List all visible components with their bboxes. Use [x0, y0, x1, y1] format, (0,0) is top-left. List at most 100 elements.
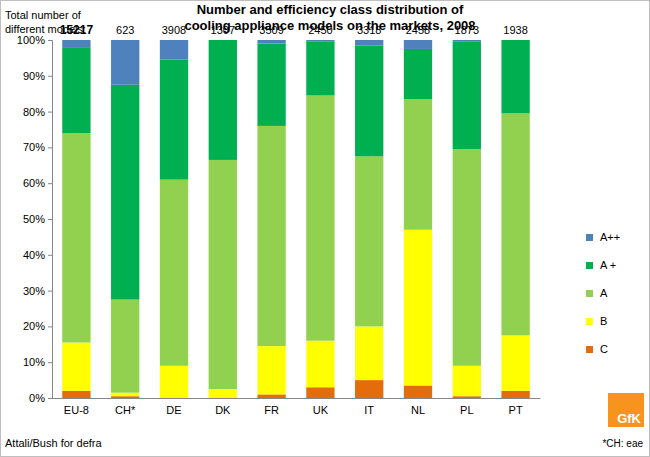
legend-label: A — [600, 287, 608, 299]
bar-segment — [62, 343, 90, 391]
bar-segment — [306, 341, 334, 388]
legend-label: A++ — [600, 231, 620, 243]
tick-label: 70% — [23, 141, 45, 153]
tick-mark — [48, 326, 52, 327]
bar-segment — [306, 40, 334, 42]
tick-label: 80% — [23, 106, 45, 118]
bar-segment — [404, 49, 432, 99]
bar-segment — [257, 40, 285, 44]
bar-segment — [355, 326, 383, 380]
bar-segment — [355, 156, 383, 326]
total-label: 3318 — [357, 24, 381, 36]
legend-label: C — [600, 343, 608, 355]
tick: 40% — [23, 249, 52, 261]
tick-label: 30% — [23, 285, 45, 297]
legend-swatch — [586, 290, 593, 297]
tick: 0% — [29, 392, 52, 404]
bar-segment — [453, 149, 481, 366]
total-label: 1938 — [503, 24, 527, 36]
tick-label: 20% — [23, 320, 45, 332]
bar-segment — [306, 387, 334, 398]
title-line: Number and efficiency class distribution… — [197, 2, 464, 17]
x-axis: EU-8 CH* DE DK FR UK IT NL PL PT — [53, 398, 541, 416]
bar-segment — [62, 133, 90, 342]
bar-segment — [160, 40, 188, 60]
bar-segment — [453, 42, 481, 149]
tick-mark — [48, 112, 52, 113]
tick: 30% — [23, 285, 52, 297]
bar-segment — [257, 126, 285, 346]
chart: Number and efficiency class distribution… — [0, 0, 650, 457]
total-label: 623 — [116, 24, 134, 36]
bar-segment — [160, 60, 188, 180]
legend-label: A + — [600, 259, 616, 271]
bar-segment — [257, 394, 285, 398]
logo: GfK — [617, 411, 641, 426]
bar-segment — [209, 389, 237, 398]
tick-label: IT — [364, 404, 374, 416]
tick-label: DK — [215, 404, 231, 416]
bar-segment — [111, 396, 139, 398]
legend: A++ A + A B C — [586, 231, 620, 355]
total-label: 3908 — [162, 24, 186, 36]
total-label: 1307 — [211, 24, 235, 36]
legend-swatch — [586, 234, 593, 241]
bar-segment — [257, 44, 285, 126]
y-axis: 0%10%20%30%40%50%60%70%80%90%100% — [17, 34, 53, 404]
bar-segment — [404, 40, 432, 49]
legend-swatch — [586, 262, 593, 269]
tick: 90% — [23, 70, 52, 82]
tick-mark — [48, 183, 52, 184]
tick: 70% — [23, 141, 52, 153]
tick-label: 10% — [23, 356, 45, 368]
frame — [1, 1, 650, 457]
tick-mark — [48, 40, 52, 41]
total-label: 2458 — [406, 24, 430, 36]
bar-segment — [306, 95, 334, 340]
total-label: 3509 — [259, 24, 283, 36]
tick-mark — [48, 219, 52, 220]
bar-segment — [111, 300, 139, 393]
tick-mark — [48, 362, 52, 363]
tick: 10% — [23, 356, 52, 368]
bar-segment — [404, 99, 432, 230]
bar-segment — [355, 45, 383, 156]
tick-label: 100% — [17, 34, 45, 46]
tick: EU-8 — [64, 398, 89, 416]
note: *CH: eae — [602, 438, 643, 449]
bar-segment — [62, 391, 90, 398]
legend-swatch — [586, 318, 593, 325]
tick-mark — [48, 291, 52, 292]
tick: PT — [509, 398, 523, 416]
bars — [62, 40, 530, 398]
bar-segment — [501, 113, 529, 335]
totals: 1521762339081307350924503318245818731938 — [60, 23, 528, 37]
bar-segment — [453, 40, 481, 42]
bar-segment — [111, 85, 139, 300]
tick: FR — [264, 398, 279, 416]
tick-label: NL — [411, 404, 425, 416]
totals-label-line: Total number of — [5, 9, 82, 21]
tick: UK — [313, 398, 329, 416]
bar-segment — [111, 40, 139, 85]
tick-mark — [48, 147, 52, 148]
bar-segment — [501, 335, 529, 390]
bar-segment — [62, 47, 90, 133]
bar-segment — [404, 230, 432, 386]
tick-label: FR — [264, 404, 279, 416]
tick-label: PT — [509, 404, 523, 416]
bar-segment — [501, 391, 529, 398]
tick-label: DE — [166, 404, 181, 416]
bar-segment — [501, 40, 529, 41]
tick: PL — [460, 398, 473, 416]
legend-label: B — [600, 315, 607, 327]
tick: CH* — [115, 398, 136, 416]
axis-line — [53, 398, 541, 399]
tick: IT — [364, 398, 374, 416]
tick: NL — [411, 398, 425, 416]
bar-segment — [62, 40, 90, 47]
bar-segment — [160, 366, 188, 398]
bar-segment — [209, 40, 237, 41]
tick: 50% — [23, 213, 52, 225]
tick-mark — [48, 255, 52, 256]
